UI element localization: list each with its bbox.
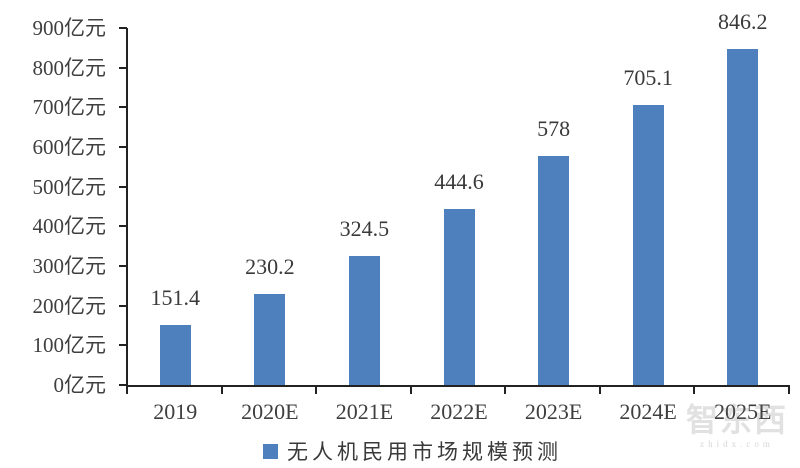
y-tick-label: 400亿元 [32, 214, 107, 239]
y-tick-label: 500亿元 [32, 174, 107, 199]
y-tick-mark [119, 304, 127, 307]
x-category-label: 2021E [335, 399, 394, 424]
x-tick-mark [126, 387, 128, 394]
y-tick-mark [119, 225, 127, 228]
y-tick-mark [119, 384, 127, 386]
bar-2021E [348, 256, 380, 385]
y-tick-mark [119, 265, 127, 267]
bar-value-label: 324.5 [339, 216, 390, 242]
y-tick-mark [119, 344, 127, 347]
bar-value-label: 230.2 [245, 253, 295, 279]
bar-2024E [632, 105, 664, 385]
x-tick-mark [504, 387, 507, 394]
bar-value-label: 705.1 [623, 65, 673, 91]
bar-2019 [159, 324, 191, 385]
bar-value-label: 444.6 [434, 168, 484, 194]
y-tick-label: 700亿元 [32, 95, 107, 120]
bar-value-label: 151.4 [150, 284, 201, 310]
bar-value-label: 846.2 [717, 9, 768, 35]
y-tick-label: 300亿元 [32, 254, 107, 278]
x-category-label: 2023E [524, 399, 583, 424]
x-category-label: 2022E [430, 399, 488, 424]
y-tick-mark [119, 185, 127, 188]
x-axis-line [126, 385, 790, 387]
x-category-label: 2024E [619, 399, 677, 424]
bar-2022E [443, 208, 475, 385]
y-tick-label: 600亿元 [32, 135, 107, 159]
watermark-url: zhidx.com [700, 439, 774, 449]
y-tick-label: 200亿元 [32, 293, 107, 318]
y-tick-label: 0亿元 [53, 373, 107, 397]
legend-swatch-icon [263, 443, 278, 459]
x-category-label: 2019 [153, 399, 198, 424]
y-tick-mark [119, 27, 127, 29]
x-tick-mark [220, 387, 223, 394]
x-tick-mark [409, 387, 412, 394]
bar-value-label: 578 [537, 115, 571, 141]
y-tick-label: 900亿元 [32, 16, 107, 40]
x-category-label: 2025E [713, 399, 772, 424]
bar-2020E [254, 293, 286, 385]
x-tick-mark [598, 387, 601, 394]
x-tick-mark [315, 387, 318, 394]
x-tick-mark [788, 387, 790, 394]
y-tick-mark [119, 106, 127, 109]
x-category-label: 2020E [241, 399, 299, 424]
y-tick-label: 800亿元 [32, 55, 107, 80]
y-tick-mark [119, 146, 127, 148]
bar-2025E [727, 49, 759, 385]
legend-label: 无人机民用市场规模预测 [287, 440, 562, 464]
y-axis-line [126, 28, 128, 387]
y-tick-label: 100亿元 [32, 333, 107, 358]
x-tick-mark [693, 387, 696, 394]
bar-2023E [538, 155, 570, 385]
y-tick-mark [119, 66, 127, 69]
legend: 无人机民用市场规模预测 [263, 436, 562, 466]
